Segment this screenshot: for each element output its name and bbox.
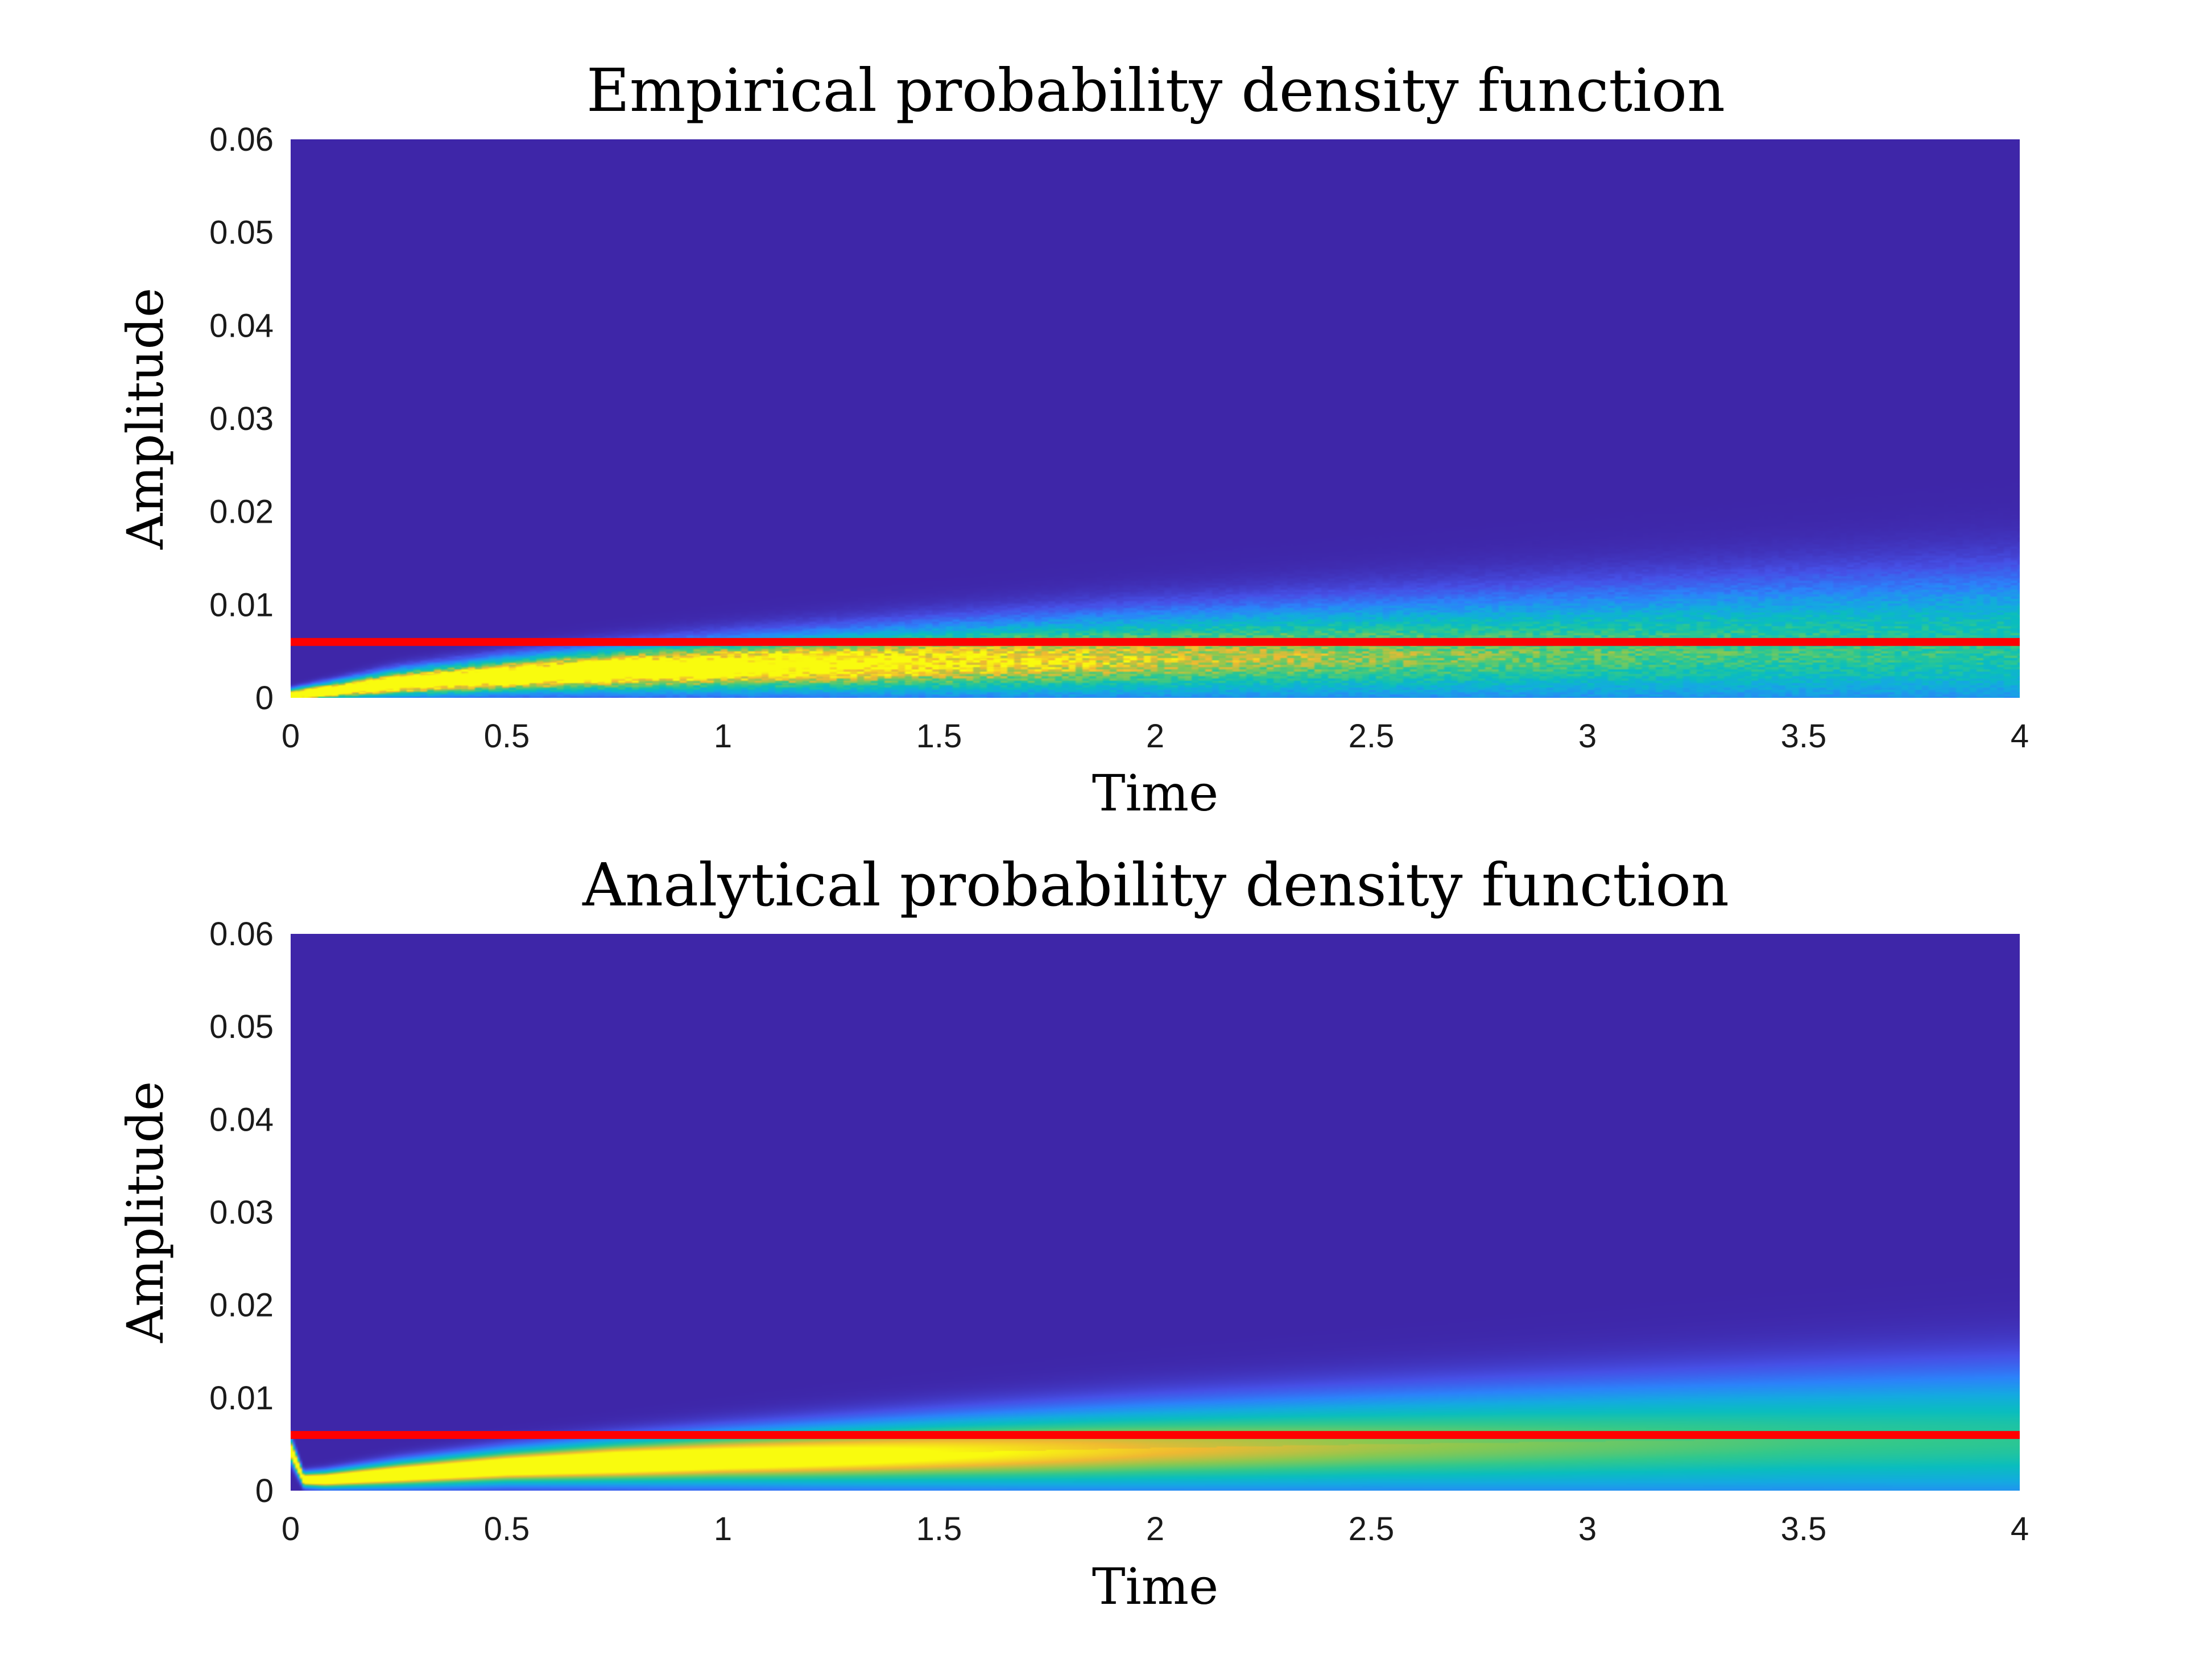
chart-title: Analytical probability density function (582, 850, 1729, 920)
y-tick-label: 0.01 (209, 586, 274, 623)
x-tick-label: 2 (1146, 718, 1164, 755)
x-axis-label: Time (1092, 1557, 1218, 1616)
x-axis-label: Time (1092, 764, 1218, 822)
y-tick-label: 0.03 (209, 1194, 274, 1231)
y-axis-ticks: 0 0.01 0.02 0.03 0.04 0.05 0.06 (209, 121, 274, 717)
x-tick-label: 3 (1578, 1511, 1597, 1548)
y-axis-ticks: 0 0.01 0.02 0.03 0.04 0.05 0.06 (209, 916, 274, 1509)
x-tick-label: 0 (282, 1511, 300, 1548)
y-tick-label: 0.04 (209, 1101, 274, 1138)
y-tick-label: 0.02 (209, 494, 274, 531)
y-tick-label: 0.02 (209, 1287, 274, 1324)
y-tick-label: 0.03 (209, 400, 274, 437)
x-tick-label: 3.5 (1781, 718, 1827, 755)
y-tick-label: 0.04 (209, 307, 274, 344)
chart-title: Empirical probability density function (586, 56, 1725, 125)
heatmap-host (291, 139, 2020, 698)
heatmap (291, 139, 2020, 698)
y-tick-label: 0.05 (209, 1008, 274, 1045)
y-tick-label: 0 (255, 680, 274, 717)
x-tick-label: 0.5 (484, 718, 530, 755)
x-tick-label: 3 (1578, 718, 1597, 755)
x-tick-label: 1.5 (916, 1511, 962, 1548)
x-axis-ticks: 0 0.5 1 1.5 2 2.5 3 3.5 4 (282, 718, 2029, 755)
y-tick-label: 0.06 (209, 121, 274, 158)
y-tick-label: 0.01 (209, 1380, 274, 1417)
heatmap-host (291, 934, 2020, 1491)
x-tick-label: 3.5 (1781, 1511, 1827, 1548)
y-axis-label: Amplitude (116, 1081, 175, 1343)
x-tick-label: 0.5 (484, 1511, 530, 1548)
x-tick-label: 2.5 (1349, 1511, 1395, 1548)
x-tick-label: 1 (714, 718, 732, 755)
y-axis-label: Amplitude (116, 288, 175, 550)
x-tick-label: 1.5 (916, 718, 962, 755)
analytical-pdf-chart: Analytical probability density function … (116, 850, 2029, 1616)
x-tick-label: 2 (1146, 1511, 1164, 1548)
heatmap (291, 934, 2020, 1491)
x-tick-label: 1 (714, 1511, 732, 1548)
empirical-pdf-chart: Empirical probability density function 0… (116, 56, 2029, 822)
x-tick-label: 4 (2011, 1511, 2029, 1548)
y-tick-label: 0 (255, 1472, 274, 1509)
x-axis-ticks: 0 0.5 1 1.5 2 2.5 3 3.5 4 (282, 1511, 2029, 1548)
x-tick-label: 2.5 (1349, 718, 1395, 755)
y-tick-label: 0.05 (209, 214, 274, 251)
x-tick-label: 4 (2011, 718, 2029, 755)
x-tick-label: 0 (282, 718, 300, 755)
y-tick-label: 0.06 (209, 916, 274, 953)
